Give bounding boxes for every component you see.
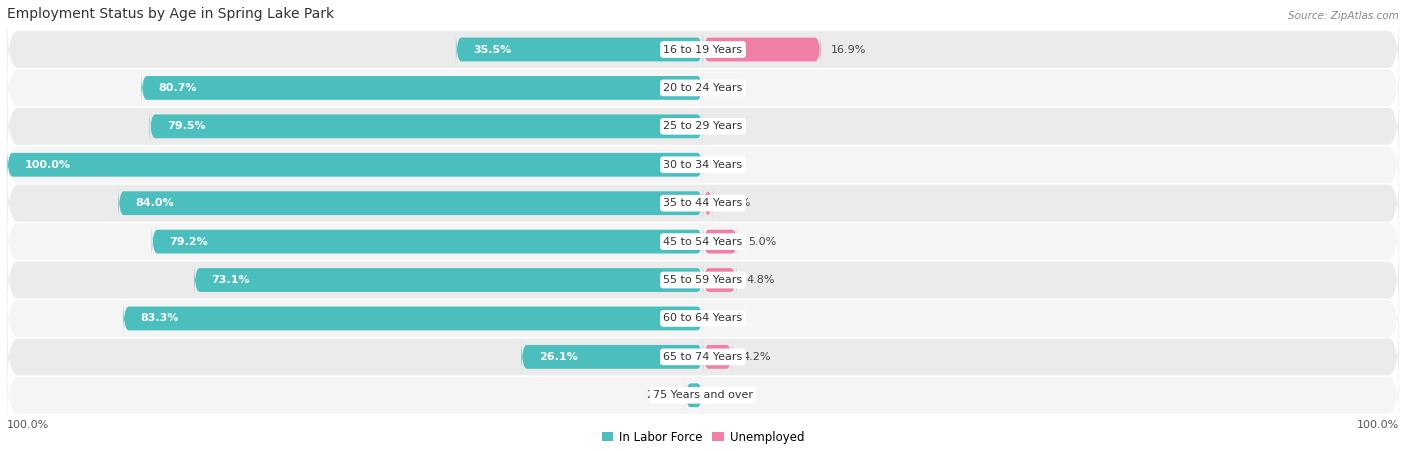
- Text: 0.0%: 0.0%: [713, 160, 742, 170]
- FancyBboxPatch shape: [7, 10, 1399, 89]
- Text: 0.0%: 0.0%: [713, 390, 742, 400]
- FancyBboxPatch shape: [522, 338, 703, 376]
- Text: 1.4%: 1.4%: [723, 198, 752, 208]
- FancyBboxPatch shape: [7, 356, 1399, 434]
- FancyBboxPatch shape: [149, 107, 703, 145]
- FancyBboxPatch shape: [703, 31, 821, 69]
- Text: 16.9%: 16.9%: [831, 45, 866, 55]
- Text: 79.5%: 79.5%: [167, 121, 205, 131]
- Text: Employment Status by Age in Spring Lake Park: Employment Status by Age in Spring Lake …: [7, 7, 335, 21]
- Text: 60 to 64 Years: 60 to 64 Years: [664, 313, 742, 323]
- Text: 4.8%: 4.8%: [747, 275, 775, 285]
- Text: 55 to 59 Years: 55 to 59 Years: [664, 275, 742, 285]
- Text: 45 to 54 Years: 45 to 54 Years: [664, 237, 742, 247]
- FancyBboxPatch shape: [194, 261, 703, 299]
- FancyBboxPatch shape: [118, 184, 703, 222]
- FancyBboxPatch shape: [703, 338, 733, 376]
- FancyBboxPatch shape: [703, 223, 738, 260]
- Text: 35.5%: 35.5%: [474, 45, 512, 55]
- Text: 84.0%: 84.0%: [136, 198, 174, 208]
- FancyBboxPatch shape: [7, 125, 1399, 204]
- FancyBboxPatch shape: [152, 223, 703, 260]
- FancyBboxPatch shape: [7, 49, 1399, 127]
- Text: 2.6%: 2.6%: [647, 390, 675, 400]
- FancyBboxPatch shape: [7, 146, 703, 184]
- Text: 80.7%: 80.7%: [159, 83, 197, 93]
- Text: Source: ZipAtlas.com: Source: ZipAtlas.com: [1288, 11, 1399, 21]
- Text: 5.0%: 5.0%: [748, 237, 776, 247]
- Text: 0.0%: 0.0%: [713, 83, 742, 93]
- FancyBboxPatch shape: [141, 69, 703, 107]
- Legend: In Labor Force, Unemployed: In Labor Force, Unemployed: [598, 426, 808, 448]
- FancyBboxPatch shape: [703, 184, 713, 222]
- FancyBboxPatch shape: [7, 87, 1399, 166]
- FancyBboxPatch shape: [7, 241, 1399, 319]
- Text: 16 to 19 Years: 16 to 19 Years: [664, 45, 742, 55]
- Text: 100.0%: 100.0%: [1357, 420, 1399, 430]
- Text: 20 to 24 Years: 20 to 24 Years: [664, 83, 742, 93]
- Text: 73.1%: 73.1%: [211, 275, 250, 285]
- FancyBboxPatch shape: [703, 261, 737, 299]
- Text: 0.0%: 0.0%: [713, 121, 742, 131]
- Text: 0.0%: 0.0%: [713, 313, 742, 323]
- Text: 25 to 29 Years: 25 to 29 Years: [664, 121, 742, 131]
- Text: 35 to 44 Years: 35 to 44 Years: [664, 198, 742, 208]
- Text: 100.0%: 100.0%: [24, 160, 70, 170]
- FancyBboxPatch shape: [7, 318, 1399, 396]
- FancyBboxPatch shape: [124, 299, 703, 337]
- Text: 4.2%: 4.2%: [742, 352, 770, 362]
- FancyBboxPatch shape: [456, 31, 703, 69]
- Text: 26.1%: 26.1%: [538, 352, 578, 362]
- Text: 30 to 34 Years: 30 to 34 Years: [664, 160, 742, 170]
- FancyBboxPatch shape: [685, 377, 703, 414]
- Text: 100.0%: 100.0%: [7, 420, 49, 430]
- Text: 79.2%: 79.2%: [169, 237, 208, 247]
- FancyBboxPatch shape: [7, 164, 1399, 242]
- FancyBboxPatch shape: [7, 279, 1399, 358]
- Text: 75 Years and over: 75 Years and over: [652, 390, 754, 400]
- FancyBboxPatch shape: [7, 202, 1399, 281]
- Text: 83.3%: 83.3%: [141, 313, 179, 323]
- Text: 65 to 74 Years: 65 to 74 Years: [664, 352, 742, 362]
